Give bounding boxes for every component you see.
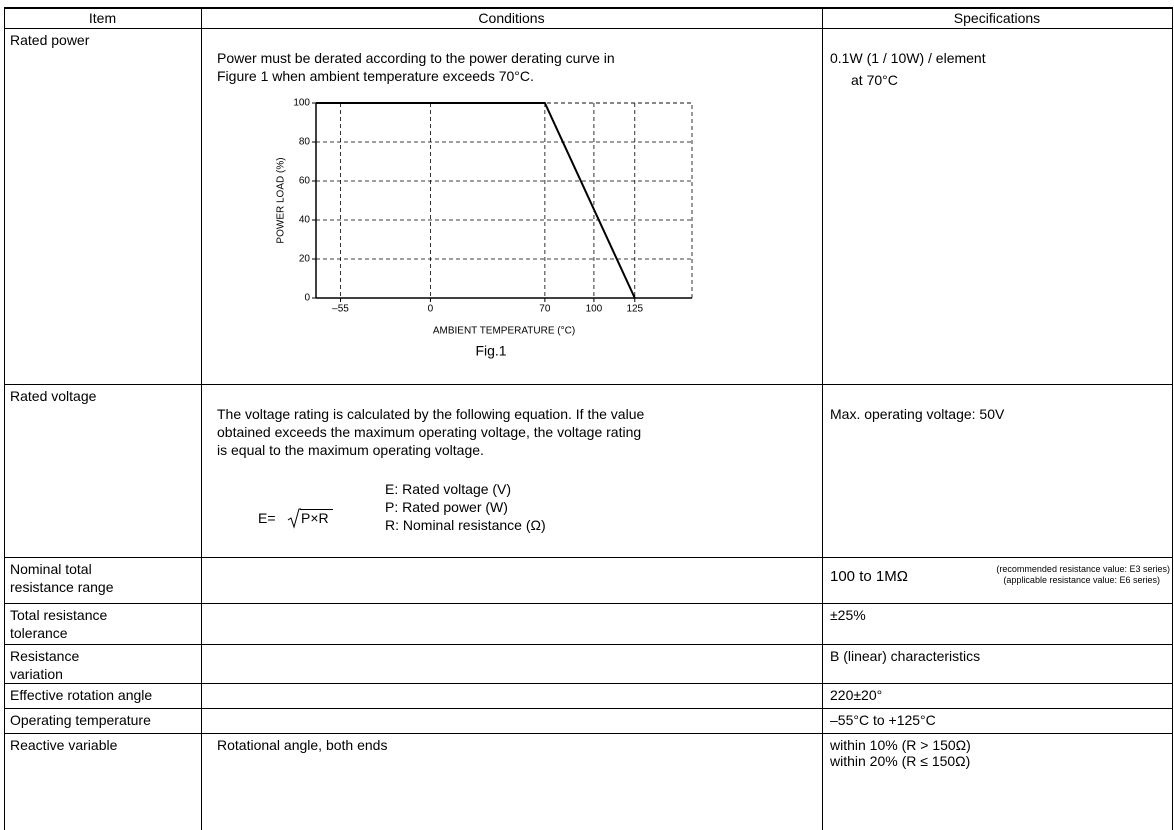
derating-curve [316,102,636,299]
table-top-rule [4,7,1173,9]
sqrt-sign [287,508,301,529]
item-text: Reactive variable [10,737,118,753]
x-tick-label: 125 [626,304,643,315]
spec-text: 100 to 1MΩ [830,568,908,585]
row-rule [4,708,1173,709]
item-text: resistance range [10,579,114,595]
column-rule [822,8,823,830]
spec-note: (recommended resistance value: E3 series… [996,564,1170,574]
spec-text: at 70°C [851,72,898,88]
spec-note: (applicable resistance value: E6 series) [1003,575,1160,585]
row-rule [4,733,1173,734]
equation-term: E: Rated voltage (V) [385,481,512,497]
sqrt-glyph [287,508,301,529]
condition-text: Figure 1 when ambient temperature exceed… [217,68,534,84]
spec-text: 0.1W (1 / 10W) / element [830,50,986,66]
equation-lhs: E= [258,510,276,526]
x-axis-title: AMBIENT TEMPERATURE (°C) [433,326,575,337]
y-tick-label: 20 [299,254,311,265]
plot-frame [315,102,693,299]
x-tick-label: 0 [428,304,434,315]
y-tick-label: 0 [304,293,310,304]
column-header: Specifications [953,10,1041,26]
spec-text: Max. operating voltage: 50V [830,406,1005,422]
x-tick-label: –55 [332,304,349,315]
y-axis-title: POWER LOAD (%) [276,157,287,243]
spec-text: 220±20° [830,687,883,703]
item-text: Nominal total [10,561,92,577]
column-header: Conditions [478,10,545,26]
row-rule [4,557,1173,558]
header-rule [4,28,1173,29]
derating-chart: 0 20 40 60 80 100 –55 0 70 100 125 AMBIENT TEMPERAT… [276,98,693,359]
column-header: Item [88,10,117,26]
item-text: Total resistance [10,607,108,623]
item-text: tolerance [10,625,68,641]
column-rule [4,8,5,830]
row-rule [4,384,1173,385]
column-rule [201,8,202,830]
spec-text: ±25% [830,607,866,623]
spec-text: B (linear) characteristics [830,648,981,664]
item-text: variation [10,666,63,682]
condition-text: obtained exceeds the maximum operating v… [217,424,642,440]
equation-term: P: Rated power (W) [385,499,508,515]
row-rule [4,644,1173,645]
column-rule [1172,8,1173,830]
y-tick-label: 60 [299,176,311,187]
x-tick-label: 70 [539,304,551,315]
equation-radicand: P×R [300,509,333,527]
item-text: Rated voltage [10,388,97,404]
figure-caption: Fig.1 [475,343,506,359]
condition-text: is equal to the maximum operating voltag… [217,442,484,458]
spec-text: within 20% (R ≤ 150Ω) [830,753,971,769]
spec-text: within 10% (R > 150Ω) [830,737,971,753]
condition-text: The voltage rating is calculated by the … [217,406,645,422]
item-text: Rated power [10,32,90,48]
row-rule [4,603,1173,604]
row-rule [4,683,1173,684]
condition-text: Rotational angle, both ends [217,737,388,753]
y-tick-label: 40 [299,215,311,226]
item-text: Operating temperature [10,712,151,728]
item-text: Resistance [10,648,80,664]
item-text: Effective rotation angle [10,687,153,703]
y-tick-label: 100 [293,98,310,109]
y-tick-label: 80 [299,137,311,148]
x-tick-label: 100 [586,304,603,315]
equation-term: R: Nominal resistance (Ω) [385,517,546,533]
spec-text: –55°C to +125°C [830,712,936,728]
condition-text: Power must be derated according to the p… [217,50,615,66]
